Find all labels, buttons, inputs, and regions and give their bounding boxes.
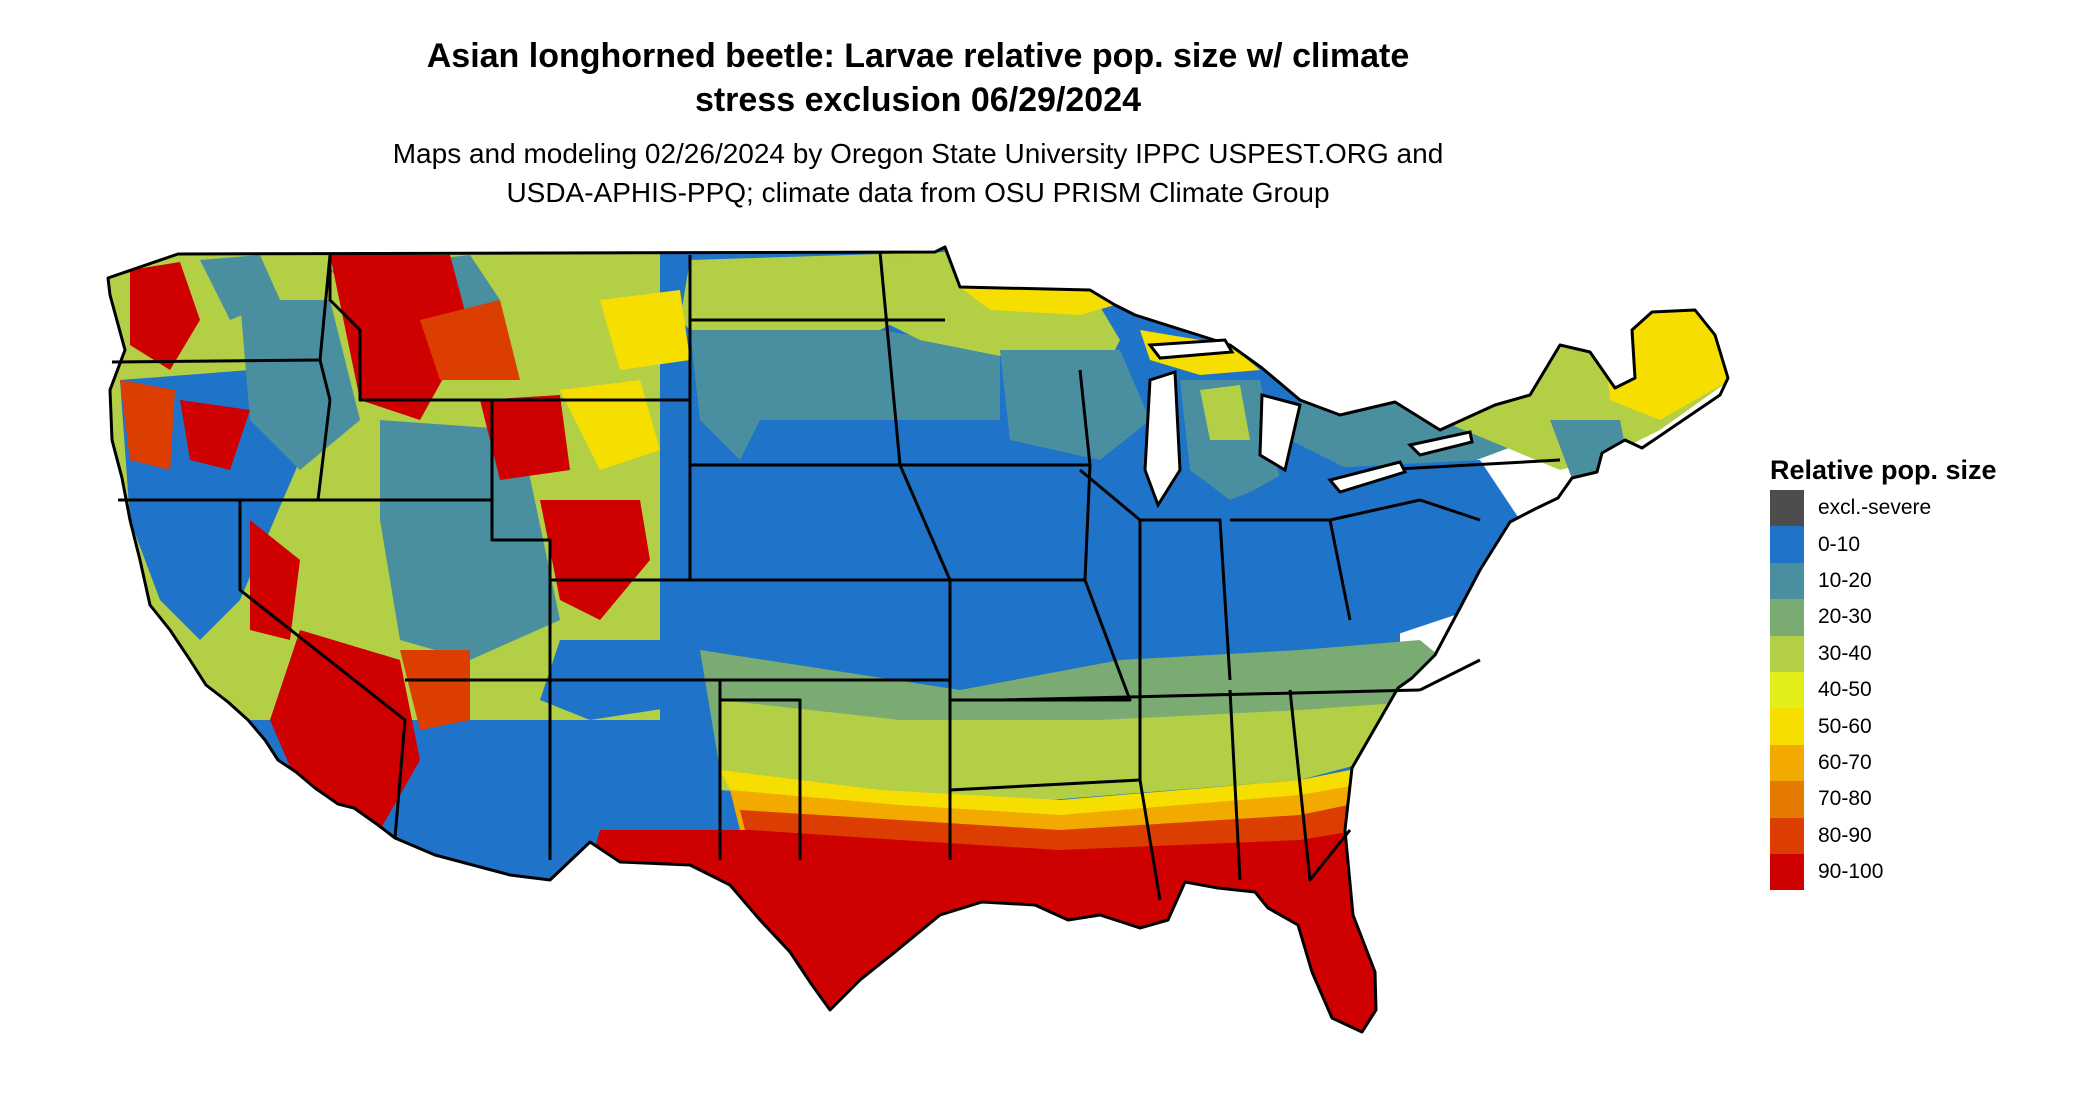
legend-swatch (1770, 817, 1804, 854)
zone-90-100-colorado-rockies (540, 500, 650, 620)
zone-50-60-montana-east (600, 290, 690, 370)
zone-90-100-gulf-coast (580, 820, 1420, 1032)
border-ut (405, 400, 552, 682)
legend-item: excl.-severe (1770, 490, 2070, 527)
legend-items: excl.-severe 0-10 10-20 20-30 30-40 40-50 50-6… (1770, 490, 2070, 891)
map-title-line-1: Asian longhorned beetle: Larvae relative… (426, 37, 1410, 75)
lake-superior (1147, 338, 1235, 360)
zone-30-40-michigan-north (1200, 385, 1250, 440)
zone-80-90-montana (420, 300, 520, 380)
legend-label: 40-50 (1818, 678, 1872, 702)
legend-item: 80-90 (1770, 817, 2070, 854)
legend-swatch (1770, 708, 1804, 745)
border-plains-rows (690, 318, 950, 682)
legend-label: 0-10 (1818, 532, 1861, 556)
zone-80-90-oregon-coast (120, 380, 175, 470)
legend-label: 70-80 (1818, 787, 1872, 811)
legend-title: Relative pop. size (1770, 455, 1997, 485)
border-tx-panhandle (720, 698, 802, 860)
legend-item: 70-80 (1770, 781, 2070, 818)
legend-label: 10-20 (1818, 568, 1872, 592)
border-or-id (316, 359, 332, 501)
map-title-line-2: stress exclusion 06/29/2024 (694, 81, 1142, 119)
legend-swatch (1770, 490, 1804, 527)
country-outline (106, 245, 1730, 1034)
legend-item: 40-50 (1770, 671, 2070, 709)
legend-label: 30-40 (1818, 641, 1872, 665)
legend-item: 90-100 (1770, 853, 2070, 891)
zone-50-60-arrowhead (960, 287, 1115, 315)
legend-label: 90-100 (1818, 860, 1884, 884)
zone-50-60-wyoming (560, 380, 660, 470)
zone-10-20-wisconsin (1000, 350, 1150, 460)
zone-90-100-wyoming-mountains (480, 395, 570, 480)
map-title: Asian longhorned beetle: Larvae relative… (0, 34, 1836, 122)
zone-10-20-great-basin (380, 420, 560, 660)
legend-item: 30-40 (1770, 635, 2070, 672)
zone-30-40-south-transition (720, 700, 1450, 800)
zone-10-20-washington (200, 255, 280, 320)
state-borders (106, 245, 1730, 1034)
border-id-mt (328, 255, 492, 402)
legend-swatch (1770, 599, 1804, 636)
zone-90-100-sierra (250, 520, 300, 640)
legend-label: 50-60 (1818, 714, 1872, 738)
lake-michigan (1143, 369, 1182, 509)
zone-0-10-ohio-valley (1180, 460, 1520, 650)
legend-swatch (1770, 853, 1804, 891)
lake-huron (1258, 393, 1302, 473)
zone-90-100-cascades-north (130, 262, 200, 370)
legend-label: 20-30 (1818, 605, 1872, 629)
legend-item: 10-20 (1770, 562, 2070, 600)
map-subtitle-line-1: Maps and modeling 02/26/2024 by Oregon S… (392, 138, 1444, 169)
zone-90-100-oregon-cascades (180, 400, 250, 470)
border-wi-il-in-oh (1078, 369, 1352, 690)
lake-ontario (1406, 430, 1474, 457)
legend-swatch (1770, 635, 1804, 672)
zone-90-100-idaho-mountains (330, 255, 470, 420)
legend-swatch (1770, 744, 1804, 782)
border-ca-nv (238, 500, 407, 839)
legend-swatch (1770, 562, 1804, 600)
legend-item: 20-30 (1770, 599, 2070, 636)
map-subtitle: Maps and modeling 02/26/2024 by Oregon S… (0, 134, 1836, 212)
legend-swatch (1770, 671, 1804, 709)
legend-swatch (1770, 526, 1804, 563)
map-subtitle-line-2: USDA-APHIS-PPQ; climate data from OSU PR… (506, 177, 1330, 208)
relative-pop-size-raster (108, 247, 1728, 1032)
border-east-misc (949, 458, 1561, 792)
zone-10-20-inland-nw (240, 300, 360, 470)
legend-label: 80-90 (1818, 823, 1872, 847)
legend-label: 60-70 (1818, 750, 1872, 774)
legend-item: 50-60 (1770, 708, 2070, 745)
zone-80-90-nevada (400, 650, 470, 730)
legend: Relative pop. size excl.-severe 0-10 10-20… (1770, 450, 2070, 891)
legend-label: excl.-severe (1818, 496, 1932, 520)
legend-swatch (1770, 781, 1804, 818)
legend-item: 60-70 (1770, 744, 2070, 782)
great-lakes (1143, 338, 1474, 509)
legend-item: 0-10 (1770, 526, 2070, 563)
lake-erie (1327, 460, 1408, 494)
